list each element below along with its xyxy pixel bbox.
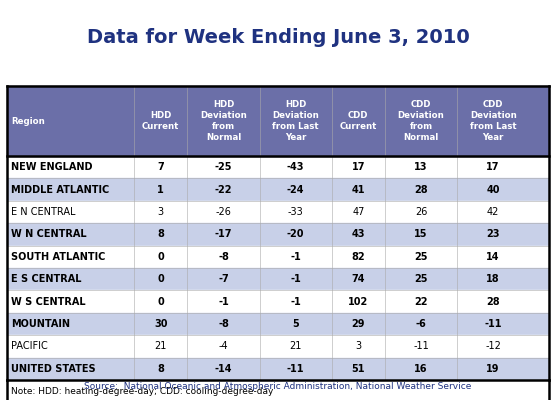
Text: 21: 21 [290, 341, 302, 351]
Text: 0: 0 [157, 252, 164, 262]
Text: NEW ENGLAND: NEW ENGLAND [11, 162, 93, 172]
Text: Source:  National Oceanic and Atmospheric Administration, National Weather Servi: Source: National Oceanic and Atmospheric… [85, 382, 471, 391]
Text: SOUTH ATLANTIC: SOUTH ATLANTIC [11, 252, 106, 262]
Text: 13: 13 [414, 162, 428, 172]
Text: -1: -1 [290, 274, 301, 284]
Text: CDD
Deviation
from Last
Year: CDD Deviation from Last Year [470, 100, 517, 142]
Text: 47: 47 [352, 207, 365, 217]
Text: HDD
Current: HDD Current [142, 111, 180, 131]
Text: -11: -11 [287, 364, 304, 374]
Text: -6: -6 [416, 319, 426, 329]
Text: -22: -22 [215, 185, 232, 194]
Text: 74: 74 [351, 274, 365, 284]
Text: E N CENTRAL: E N CENTRAL [11, 207, 76, 217]
Text: 51: 51 [351, 364, 365, 374]
Text: 3: 3 [355, 341, 361, 351]
Text: -26: -26 [216, 207, 231, 217]
Text: -24: -24 [287, 185, 304, 194]
Text: CDD
Current: CDD Current [340, 111, 377, 131]
Text: 28: 28 [414, 185, 428, 194]
Text: 7: 7 [157, 162, 164, 172]
Text: 21: 21 [155, 341, 167, 351]
Text: 22: 22 [414, 296, 428, 306]
Text: -1: -1 [290, 252, 301, 262]
Text: Region: Region [11, 116, 45, 126]
Text: W N CENTRAL: W N CENTRAL [11, 229, 87, 239]
Text: -11: -11 [413, 341, 429, 351]
Text: 41: 41 [351, 185, 365, 194]
Text: -7: -7 [218, 274, 229, 284]
Text: 14: 14 [486, 252, 500, 262]
Text: 30: 30 [154, 319, 167, 329]
Text: 29: 29 [351, 319, 365, 329]
Text: 5: 5 [292, 319, 299, 329]
Text: 26: 26 [415, 207, 427, 217]
Text: -8: -8 [218, 252, 229, 262]
Text: -20: -20 [287, 229, 304, 239]
Text: CDD
Deviation
from
Normal: CDD Deviation from Normal [398, 100, 444, 142]
Text: 82: 82 [351, 252, 365, 262]
Text: 28: 28 [486, 296, 500, 306]
Text: E S CENTRAL: E S CENTRAL [11, 274, 82, 284]
Text: Data for Week Ending June 3, 2010: Data for Week Ending June 3, 2010 [87, 28, 469, 47]
Text: -25: -25 [215, 162, 232, 172]
Text: -11: -11 [484, 319, 502, 329]
Text: UNITED STATES: UNITED STATES [11, 364, 96, 374]
Text: -33: -33 [288, 207, 304, 217]
Text: Note: HDD: heating-degree-day; CDD: cooling-degree-day: Note: HDD: heating-degree-day; CDD: cool… [11, 386, 274, 396]
Text: 18: 18 [486, 274, 500, 284]
Text: 102: 102 [348, 296, 369, 306]
Text: MIDDLE ATLANTIC: MIDDLE ATLANTIC [11, 185, 110, 194]
Text: 0: 0 [157, 296, 164, 306]
Text: 15: 15 [414, 229, 428, 239]
Text: 17: 17 [351, 162, 365, 172]
Text: -17: -17 [215, 229, 232, 239]
Text: 25: 25 [414, 252, 428, 262]
Text: -1: -1 [218, 296, 229, 306]
Text: PACIFIC: PACIFIC [11, 341, 48, 351]
Text: -8: -8 [218, 319, 229, 329]
Text: 40: 40 [486, 185, 500, 194]
Text: 19: 19 [486, 364, 500, 374]
Text: -4: -4 [219, 341, 229, 351]
Text: -14: -14 [215, 364, 232, 374]
Text: 43: 43 [351, 229, 365, 239]
Text: 8: 8 [157, 229, 164, 239]
Text: 0: 0 [157, 274, 164, 284]
Text: 1: 1 [157, 185, 164, 194]
Text: 17: 17 [486, 162, 500, 172]
Text: 23: 23 [486, 229, 500, 239]
Text: 3: 3 [158, 207, 164, 217]
Text: W S CENTRAL: W S CENTRAL [11, 296, 86, 306]
Text: -12: -12 [485, 341, 501, 351]
Text: 16: 16 [414, 364, 428, 374]
Text: HDD
Deviation
from Last
Year: HDD Deviation from Last Year [272, 100, 319, 142]
Text: -1: -1 [290, 296, 301, 306]
Text: 8: 8 [157, 364, 164, 374]
Text: -43: -43 [287, 162, 304, 172]
Text: 25: 25 [414, 274, 428, 284]
Text: 42: 42 [487, 207, 499, 217]
Text: MOUNTAIN: MOUNTAIN [11, 319, 70, 329]
Text: HDD
Deviation
from
Normal: HDD Deviation from Normal [200, 100, 247, 142]
